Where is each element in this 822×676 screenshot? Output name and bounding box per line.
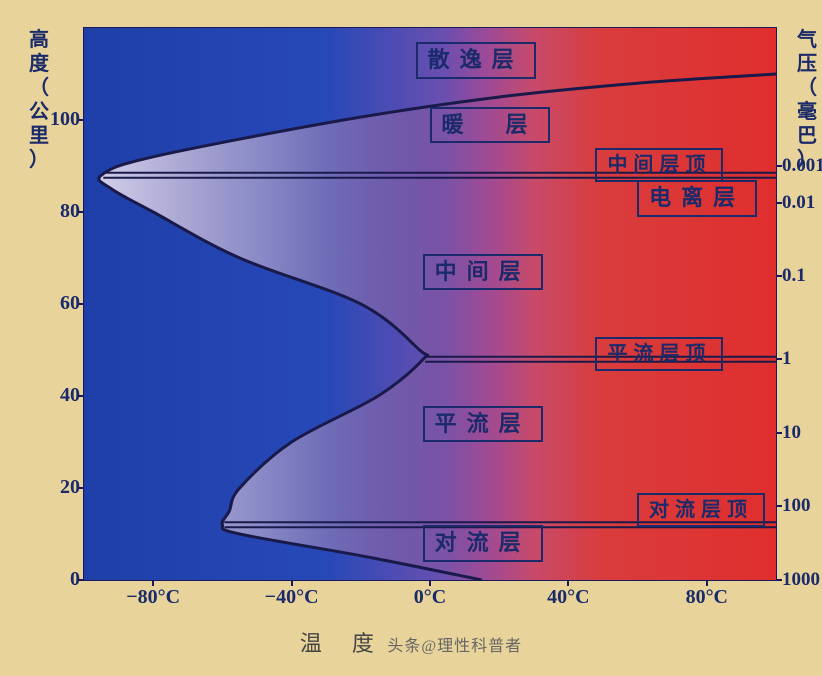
layer-label: 暖 层 bbox=[430, 107, 550, 144]
pressure-tick: 0.1 bbox=[782, 265, 806, 287]
pressure-tick: 100 bbox=[782, 495, 811, 517]
temperature-tick: −40°C bbox=[262, 586, 322, 609]
layer-label: 对流层顶 bbox=[637, 493, 765, 527]
layer-label: 散逸层 bbox=[416, 42, 536, 79]
altitude-tick: 80 bbox=[24, 200, 80, 223]
pressure-tick: 1 bbox=[782, 348, 792, 370]
pressure-tick: 10 bbox=[782, 422, 801, 444]
layer-label: 中间层顶 bbox=[595, 148, 723, 182]
pressure-tick: 0.01 bbox=[782, 192, 815, 214]
altitude-tick: 60 bbox=[24, 292, 80, 315]
pressure-tick: 0.001 bbox=[782, 155, 822, 177]
temperature-tick: 80°C bbox=[677, 586, 737, 609]
temperature-tick: −80°C bbox=[123, 586, 183, 609]
altitude-tick: 100 bbox=[24, 108, 80, 131]
page-background: 散逸层暖 层中间层顶电离层中间层平流层顶平流层对流层顶对流层 高度（公里） 气压… bbox=[0, 0, 822, 676]
altitude-axis-title: 高度（公里） bbox=[28, 28, 50, 172]
altitude-tick: 20 bbox=[24, 476, 80, 499]
layer-label: 中间层 bbox=[423, 254, 543, 291]
layer-label: 平流层顶 bbox=[595, 337, 723, 371]
pressure-axis-title: 气压（毫巴） bbox=[796, 28, 818, 172]
watermark-text: 头条@理性科普者 bbox=[387, 638, 522, 655]
temperature-tick: 0°C bbox=[400, 586, 460, 609]
layer-label: 电离层 bbox=[637, 180, 757, 217]
plot-area: 散逸层暖 层中间层顶电离层中间层平流层顶平流层对流层顶对流层 bbox=[84, 28, 776, 580]
temperature-axis-title: 温 度 头条@理性科普者 bbox=[10, 626, 812, 658]
pressure-tick: 1000 bbox=[782, 569, 820, 591]
layer-label: 对流层 bbox=[423, 525, 543, 562]
altitude-tick: 0 bbox=[24, 568, 80, 591]
layer-label: 平流层 bbox=[423, 406, 543, 443]
temperature-tick: 40°C bbox=[538, 586, 598, 609]
atmosphere-chart: 散逸层暖 层中间层顶电离层中间层平流层顶平流层对流层顶对流层 高度（公里） 气压… bbox=[10, 10, 812, 666]
altitude-tick: 40 bbox=[24, 384, 80, 407]
